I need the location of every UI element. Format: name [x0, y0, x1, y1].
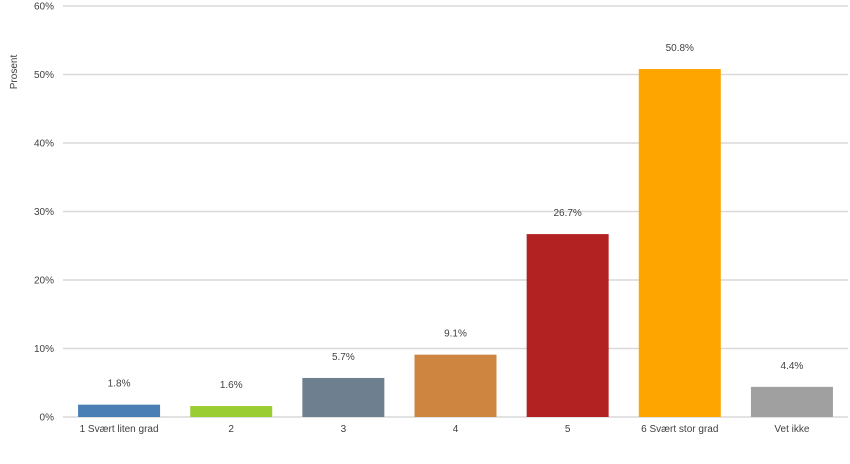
- bars: [78, 69, 833, 418]
- y-tick-label: 10%: [34, 344, 54, 355]
- y-tick-label: 50%: [34, 70, 54, 81]
- data-label: 1.8%: [108, 379, 131, 390]
- y-tick-label: 0%: [40, 413, 55, 424]
- x-category-label: 5: [565, 424, 571, 435]
- y-tick-label: 60%: [34, 2, 54, 13]
- x-category-label: 2: [228, 424, 234, 435]
- data-label: 4.4%: [781, 361, 804, 372]
- x-category-label: 1 Svært liten grad: [80, 424, 159, 435]
- bar: [78, 404, 161, 417]
- data-label: 1.6%: [220, 380, 243, 391]
- y-tick-label: 40%: [34, 139, 54, 150]
- data-label: 5.7%: [332, 352, 355, 363]
- bar: [638, 69, 721, 418]
- y-tick-label: 20%: [34, 276, 54, 287]
- bar: [414, 354, 497, 417]
- x-category-label: 3: [341, 424, 347, 435]
- x-category-label: 6 Svært stor grad: [641, 424, 718, 435]
- data-labels: 1.8% 1.6% 5.7% 9.1% 26.7% 50.8% 4.4%: [108, 43, 804, 391]
- x-category-label: 4: [453, 424, 459, 435]
- data-label: 50.8%: [666, 43, 694, 54]
- data-label: 9.1%: [444, 329, 467, 340]
- x-axis-categories: 1 Svært liten grad 2 3 4 5 6 Svært stor grad V…: [80, 424, 810, 435]
- y-tick-label: 30%: [34, 207, 54, 218]
- data-label: 26.7%: [553, 208, 581, 219]
- y-axis-ticks: 0% 10% 20% 30% 40% 50% 60%: [34, 2, 54, 424]
- gridlines: [63, 5, 848, 418]
- x-category-label: Vet ikke: [774, 424, 809, 435]
- bar: [302, 377, 385, 417]
- y-axis-label: Prosent: [9, 55, 20, 90]
- bar: [750, 386, 833, 417]
- bar: [190, 406, 273, 417]
- bar: [526, 234, 609, 417]
